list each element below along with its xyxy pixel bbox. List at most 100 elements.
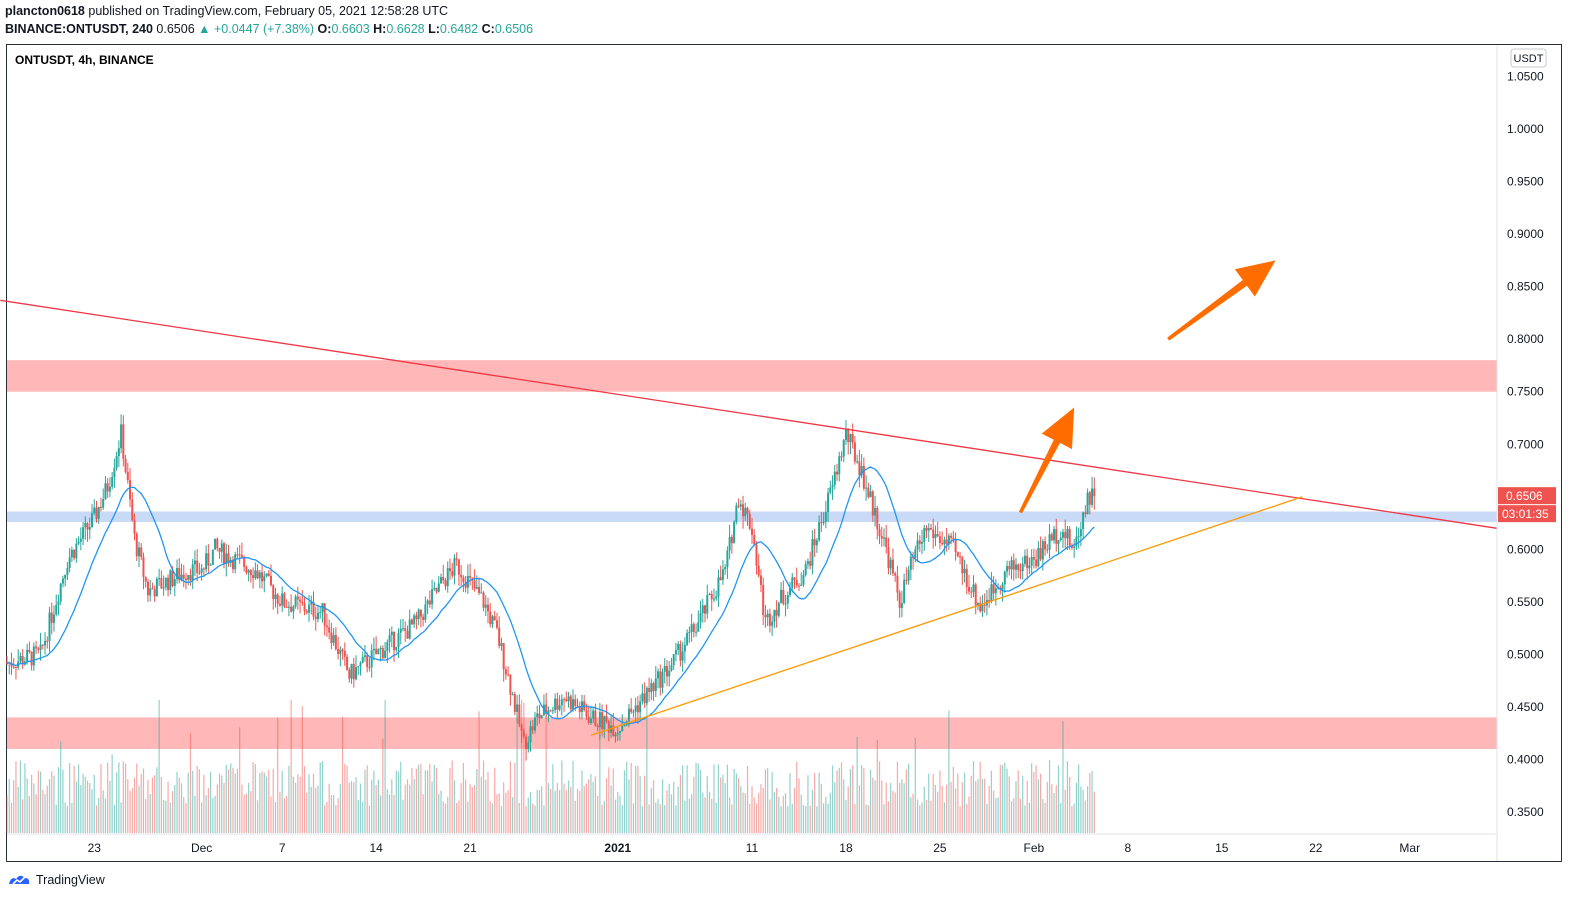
volume-bar (594, 776, 596, 833)
volume-bar (203, 774, 205, 833)
candle-body (764, 614, 767, 618)
ohlc-line: BINANCE:ONTUSDT, 240 0.6506 ▲ +0.0447 (+… (5, 22, 533, 36)
candle-body (124, 458, 127, 472)
volume-bar (60, 741, 62, 833)
candle-body (876, 507, 879, 530)
candle-body (735, 505, 738, 522)
volume-bar (1008, 776, 1010, 833)
candle-body (712, 598, 715, 600)
volume-bar (104, 798, 107, 833)
close-value: 0.6506 (494, 22, 534, 36)
volume-bar (91, 789, 93, 833)
volume-bar (726, 764, 728, 833)
candle-body (475, 586, 478, 589)
candle-body (352, 663, 355, 680)
candle-body (149, 588, 152, 596)
candle-body (397, 632, 400, 647)
volume-bar (346, 765, 348, 833)
last-price-label: 0.6506 (1506, 489, 1543, 503)
x-tick-label: 21 (463, 841, 477, 855)
candle-body (59, 583, 62, 602)
candle-body (838, 456, 841, 475)
candle-body (162, 587, 165, 589)
tradingview-footer[interactable]: TradingView (7, 872, 105, 888)
volume-bar (769, 799, 771, 833)
y-tick-label: 0.4500 (1507, 700, 1544, 714)
volume-bar (720, 777, 722, 833)
candle-body (234, 554, 237, 570)
last-price: 0.6506 (156, 22, 195, 36)
volume-bar (979, 761, 981, 833)
author-name[interactable]: plancton0618 (5, 4, 85, 18)
candle-body (784, 603, 787, 605)
volume-bar (471, 787, 473, 833)
volume-bar (608, 767, 610, 833)
candle-body (992, 584, 995, 594)
volume-bar (299, 776, 301, 833)
candle-body (1084, 512, 1087, 514)
volume-bar (825, 796, 827, 833)
volume-bar (192, 770, 194, 833)
volume-bar (957, 773, 959, 833)
candle-body (719, 577, 722, 580)
candle-body (746, 507, 749, 514)
candle-body (708, 593, 711, 596)
candle-body (97, 506, 100, 519)
x-tick-label: 18 (839, 841, 853, 855)
volume-bar (742, 792, 744, 833)
currency-box[interactable] (1510, 48, 1547, 68)
candle-body (1068, 529, 1071, 546)
candle-body (748, 513, 751, 529)
volume-bar (883, 804, 885, 833)
volume-bar (690, 794, 693, 833)
candle-body (851, 434, 854, 443)
volume-bar (702, 792, 704, 833)
volume-bar (547, 782, 550, 833)
candle-body (160, 578, 163, 589)
candle-body (849, 434, 852, 443)
volume-bar (822, 803, 825, 833)
volume-bar (646, 701, 648, 833)
volume-bar (239, 727, 241, 833)
volume-bar (1004, 762, 1006, 833)
volume-bar (632, 803, 635, 833)
candle-body (108, 486, 111, 492)
y-tick-label: 0.5000 (1507, 647, 1544, 661)
candle-body (950, 535, 953, 538)
volume-bar (805, 806, 807, 833)
volume-bar (169, 802, 171, 833)
x-tick-label: 11 (746, 841, 759, 855)
candle-body (1064, 532, 1067, 539)
volume-bar (120, 802, 122, 833)
volume-bar (923, 786, 925, 833)
candle-body (296, 596, 299, 600)
candle-body (970, 591, 973, 593)
countdown-label: 03:01:35 (1502, 507, 1549, 521)
candle-body (554, 698, 557, 711)
volume-bar (762, 787, 764, 833)
volume-bar (261, 771, 263, 833)
volume-bar (207, 787, 209, 833)
candle-body (824, 511, 827, 522)
volume-bar (465, 779, 467, 833)
volume-bar (910, 797, 912, 833)
volume-bar (341, 716, 344, 833)
candle-body (180, 574, 183, 581)
volume-bar (791, 803, 793, 833)
volume-bar (221, 775, 223, 833)
volume-bar (605, 778, 608, 833)
volume-bar (243, 794, 245, 833)
volume-bar (558, 790, 561, 833)
symbol-interval[interactable]: BINANCE:ONTUSDT, 240 (5, 22, 153, 36)
candle-body (820, 522, 823, 524)
volume-bar (1035, 765, 1037, 833)
volume-bar (66, 806, 69, 833)
candle-body (811, 539, 814, 566)
candle-body (448, 568, 451, 572)
candle-body (791, 577, 794, 588)
candle-body (563, 699, 566, 701)
candle-body (650, 683, 653, 692)
currency-label[interactable]: USDT (1514, 53, 1544, 65)
candle-body (831, 485, 834, 488)
